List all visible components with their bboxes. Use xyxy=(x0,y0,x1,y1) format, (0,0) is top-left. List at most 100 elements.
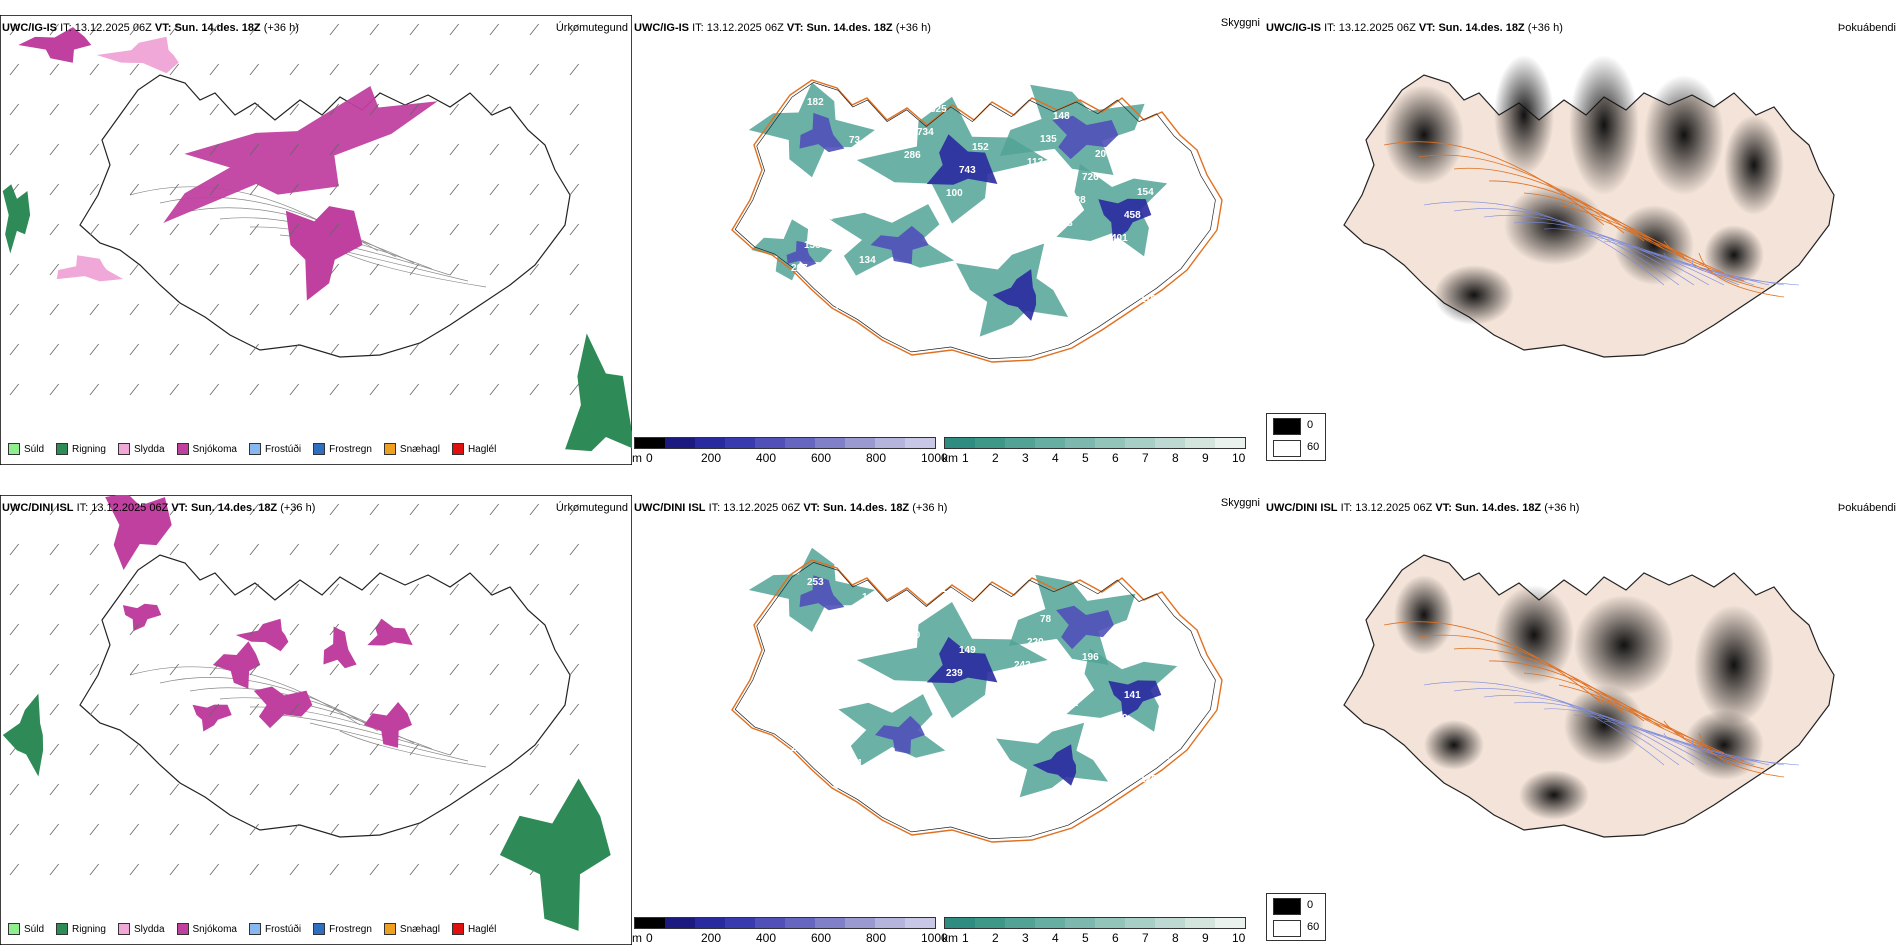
cloud-base-value-label: 115 xyxy=(956,308,973,319)
legend-label: Slydda xyxy=(133,443,165,455)
visibility-tick: 1 xyxy=(962,931,969,945)
cloud-base-value-label: 119 xyxy=(943,331,960,342)
cloud-base-value-label: 556 xyxy=(1179,225,1196,236)
cloud-base-value-label: 196 xyxy=(1082,652,1099,663)
legend-label: Haglél xyxy=(467,923,497,935)
legend-swatch xyxy=(117,923,130,935)
cloud-base-value-label: 185 xyxy=(752,82,769,93)
cloud-base-value-label: 734 xyxy=(917,127,934,138)
legend-label: Snæhagl xyxy=(399,443,440,455)
precip-type-label: Úrkomutegund xyxy=(555,502,628,514)
cloud-base-value-label: 355 xyxy=(888,316,905,327)
cloud-base-value-label: 172 xyxy=(820,804,837,815)
legend-swatch xyxy=(176,443,189,455)
legend-swatch xyxy=(176,923,189,935)
cloud-base-value-label: 152 xyxy=(875,89,892,100)
visibility-tick: 2 xyxy=(992,931,999,945)
legend-swatch xyxy=(451,443,464,455)
cloud-base-tick: 400 xyxy=(756,931,777,945)
cloud-base-tick: 600 xyxy=(811,931,832,945)
cloud-base-value-label: 334 xyxy=(862,112,879,123)
precip-legend-item: Frostúði xyxy=(248,923,302,935)
cloud-panel-title: UWC/DINI ISL IT: 13.12.2025 06Z VT: Sun.… xyxy=(634,502,948,514)
cloud-base-value-label: 118 xyxy=(1150,164,1167,175)
cloud-base-value-label: 151 xyxy=(752,562,769,573)
cloud-base-value-label: 508 xyxy=(820,324,837,335)
cloud-base-value-label: 343 xyxy=(1056,218,1073,229)
legend-swatch xyxy=(313,443,326,455)
cloud-base-value-label: 148 xyxy=(1053,111,1070,122)
cloud-base-value-label: 570 xyxy=(1153,271,1170,282)
cloud-base-value-label: 511 xyxy=(846,278,863,289)
cloud-base-value-label: 182 xyxy=(807,97,824,108)
precip-legend-item: Súld xyxy=(8,443,44,455)
cloud-base-value-label: 458 xyxy=(1124,210,1141,221)
visibility-label: Skyggni xyxy=(1220,497,1260,509)
cloud-base-value-label: 134 xyxy=(859,255,876,266)
visibility-tick: 5 xyxy=(1082,451,1089,465)
cloud-base-value-label: 220 xyxy=(1027,637,1044,648)
cloud-base-value-label: 421 xyxy=(930,584,947,595)
precip-legend-item: Frostregn xyxy=(313,443,372,455)
precip-type-panel: UWC/DINI ISL IT: 13.12.2025 06Z VT: Sun.… xyxy=(0,495,632,945)
cloud-base-value-label: 112 xyxy=(1043,241,1060,252)
cloud-base-value-label: 625 xyxy=(930,104,947,115)
legend-label: Súld xyxy=(24,923,45,935)
legend-label: Haglél xyxy=(467,443,497,455)
fog-index-panel: UWC/IG-IS IT: 13.12.2025 06Z VT: Sun. 14… xyxy=(1264,15,1900,465)
cloud-base-value-label: 328 xyxy=(1069,195,1086,206)
visibility-tick: 3 xyxy=(1022,931,1029,945)
cloud-panel-title: UWC/IG-IS IT: 13.12.2025 06Z VT: Sun. 14… xyxy=(634,22,931,34)
cloud-base-tick: 600 xyxy=(811,451,832,465)
cloud-base-colorbar xyxy=(634,437,936,449)
cloud-base-value-label: 118 xyxy=(1014,180,1031,191)
legend-label: Rigning xyxy=(72,443,106,455)
cloud-base-value-label: 150 xyxy=(998,96,1015,107)
visibility-tick: 6 xyxy=(1112,451,1119,465)
precip-legend-item: Snæhagl xyxy=(383,923,440,935)
legend-label: Snjókoma xyxy=(192,443,237,455)
cloud-base-value-label: 219 xyxy=(765,309,782,320)
visibility-tick: 9 xyxy=(1202,931,1209,945)
cloud-base-value-label: 239 xyxy=(946,668,963,679)
cloud-base-value-label: 77 xyxy=(1166,728,1178,739)
fog-legend-swatch xyxy=(1273,920,1301,937)
cloud-base-tick: 800 xyxy=(866,931,887,945)
legend-label: Slydda xyxy=(133,923,165,935)
cloud-base-map: 151 148 239 125 125 253 110 99 182 155 142 149 5682 1… xyxy=(731,547,1223,843)
legend-swatch xyxy=(8,923,20,935)
fog-legend-swatch xyxy=(1273,418,1301,435)
cloud-base-value-label: 182 xyxy=(1098,736,1115,747)
precip-panel-title: UWC/DINI ISL IT: 13.12.2025 06Z VT: Sun.… xyxy=(2,502,316,514)
cloud-base-value-label: 85 xyxy=(1069,675,1081,686)
legend-swatch xyxy=(8,443,20,455)
precip-legend-item: Rigning xyxy=(56,443,106,455)
cloud-base-value-label: 149 xyxy=(959,645,976,656)
cloud-base-value-label: 158 xyxy=(804,240,821,251)
visibility-tick: 6 xyxy=(1112,931,1119,945)
legend-swatch xyxy=(117,443,130,455)
cloud-base-value-label: 116 xyxy=(817,217,834,228)
precip-type-panel: UWC/IG-IS IT: 13.12.2025 06Z VT: Sun. 14… xyxy=(0,15,632,465)
cloud-base-value-label: 148 xyxy=(849,615,866,626)
cloud-base-value-label: 243 xyxy=(1014,660,1031,671)
cloud-base-tick: 800 xyxy=(866,451,887,465)
precip-legend-item: Frostúði xyxy=(248,443,301,455)
cloud-base-unit: m xyxy=(632,931,642,945)
visibility-tick: 8 xyxy=(1172,931,1179,945)
cloud-base-value-label: 119 xyxy=(1140,294,1157,305)
cloud-base-value-label: 119 xyxy=(943,811,960,822)
visibility-tick: 1 xyxy=(962,451,969,465)
visibility-tick: 4 xyxy=(1052,451,1059,465)
legend-swatch xyxy=(56,443,69,455)
legend-label: Frostúði xyxy=(264,923,302,935)
cloud-base-value-label: 104 xyxy=(1153,751,1170,762)
cloud-base-value-label: 231 xyxy=(791,743,808,754)
cloud-base-unit: m xyxy=(632,451,642,465)
cloud-base-value-label: 157 xyxy=(778,766,795,777)
cloud-base-value-label: 135 xyxy=(1040,134,1057,145)
cloud-base-value-label: 193 xyxy=(762,202,779,213)
visibility-tick: 3 xyxy=(1022,451,1029,465)
cloud-base-value-label: 281 xyxy=(778,286,795,297)
cloud-base-value-label: 113 xyxy=(1027,157,1044,168)
